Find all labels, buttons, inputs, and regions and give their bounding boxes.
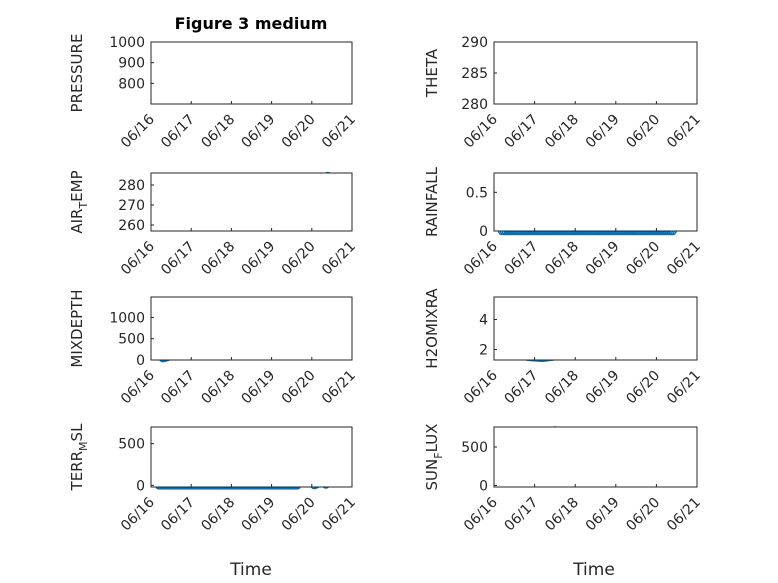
y-axis-label: THETA <box>423 48 441 98</box>
x-tick-label: 06/17 <box>158 368 198 408</box>
x-tick-label: 06/17 <box>502 368 542 408</box>
y-tick-label: 285 <box>461 66 488 82</box>
subplot-1: 800 900 1000 06/16 06/17 06/18 06/19 06/20 06/21… <box>68 34 359 152</box>
x-tick-label: 06/19 <box>583 112 623 152</box>
axes-box <box>493 172 698 232</box>
x-tick-label: 06/19 <box>239 239 279 279</box>
axes-box <box>150 41 353 105</box>
x-tick-label: 06/21 <box>319 368 359 408</box>
x-tick-label: 06/18 <box>542 495 582 535</box>
y-tick-label: 280 <box>118 178 145 194</box>
x-axis-label-left: Time <box>229 560 272 580</box>
subplot-8: 0 500 06/16 06/17 06/18 06/19 06/20 06/21 SUNFLU… <box>423 424 704 535</box>
x-tick-label: 06/18 <box>542 368 582 408</box>
x-tick-label: 06/19 <box>583 239 623 279</box>
x-tick-label: 06/16 <box>461 494 501 534</box>
x-tick-label: 06/18 <box>198 368 238 408</box>
y-axis-label: PRESSURE <box>68 34 86 113</box>
x-tick-label: 06/17 <box>502 495 542 535</box>
x-tick-label: 06/18 <box>198 112 238 152</box>
x-tick-label: 06/21 <box>319 239 359 279</box>
x-tick-label: 06/20 <box>279 495 319 535</box>
y-axis-label: MIXDEPTH <box>68 289 86 367</box>
x-axis-label-right: Time <box>572 560 615 580</box>
y-axis-label: AIRTEMP <box>68 170 90 233</box>
x-tick-label: 06/20 <box>623 495 663 535</box>
axes-box <box>493 426 698 488</box>
y-tick-label: 500 <box>118 437 145 453</box>
x-tick-label: 06/18 <box>542 112 582 152</box>
x-tick-label: 06/16 <box>118 494 158 534</box>
x-tick-label: 06/19 <box>239 112 279 152</box>
x-tick-label: 06/20 <box>279 368 319 408</box>
y-tick-label: 0 <box>136 478 145 494</box>
y-tick-label: 0.5 <box>466 185 488 201</box>
y-tick-label: 500 <box>461 440 488 456</box>
figure-title: Figure 3 medium <box>175 14 328 33</box>
y-tick-label: 1000 <box>109 35 145 51</box>
x-tick-label: 06/20 <box>623 368 663 408</box>
y-tick-label: 2 <box>479 343 488 359</box>
x-tick-label: 06/20 <box>623 112 663 152</box>
y-axis-label: SUNFLUX <box>423 424 445 491</box>
x-tick-label: 06/19 <box>239 495 279 535</box>
axes-box <box>150 172 353 232</box>
y-tick-label: 4 <box>479 313 488 329</box>
x-tick-label: 06/18 <box>198 495 238 535</box>
x-tick-label: 06/16 <box>118 367 158 407</box>
subplot-7: 0 500 06/16 06/17 06/18 06/19 06/20 06/21 TERRMS… <box>68 423 359 534</box>
x-tick-label: 06/19 <box>583 495 623 535</box>
x-tick-label: 06/16 <box>461 367 501 407</box>
x-tick-label: 06/16 <box>118 238 158 278</box>
x-tick-label: 06/21 <box>319 495 359 535</box>
y-axis-label: RAINFALL <box>423 166 441 237</box>
x-tick-label: 06/20 <box>279 112 319 152</box>
y-tick-label: 290 <box>461 35 488 51</box>
y-tick-label: 0 <box>136 353 145 369</box>
y-axis-label: H2OMIXRA <box>423 288 441 369</box>
subplot-4: 0 0.5 06/16 06/17 06/18 06/19 06/20 06/21 RAINFA… <box>423 166 704 278</box>
x-tick-label: 06/21 <box>664 495 704 535</box>
x-tick-label: 06/19 <box>239 368 279 408</box>
x-tick-label: 06/17 <box>158 495 198 535</box>
x-tick-label: 06/17 <box>158 239 198 279</box>
x-tick-label: 06/21 <box>664 239 704 279</box>
x-tick-label: 06/17 <box>158 112 198 152</box>
x-tick-label: 06/17 <box>502 112 542 152</box>
x-tick-label: 06/21 <box>319 112 359 152</box>
y-tick-label: 500 <box>118 332 145 348</box>
x-tick-label: 06/21 <box>664 368 704 408</box>
x-tick-label: 06/16 <box>118 111 158 151</box>
y-tick-label: 800 <box>118 76 145 92</box>
y-axis-label: TERRMSL <box>68 423 90 492</box>
x-tick-label: 06/20 <box>279 239 319 279</box>
subplot-2: 280 285 290 06/16 06/17 06/18 06/19 06/20 06/21 T… <box>423 35 704 151</box>
y-tick-label: 1000 <box>109 310 145 326</box>
x-tick-label: 06/17 <box>502 239 542 279</box>
subplot-3: 260 270 280 06/16 06/17 06/18 06/19 06/20 06/21 A… <box>68 170 359 278</box>
y-tick-label: 270 <box>118 198 145 214</box>
x-tick-label: 06/16 <box>461 111 501 151</box>
y-tick-label: 0 <box>479 224 488 240</box>
y-tick-label: 0 <box>479 478 488 494</box>
axes-box <box>150 296 353 361</box>
axes-box <box>493 41 698 105</box>
x-tick-label: 06/18 <box>198 239 238 279</box>
subplot-5: 0 500 1000 06/16 06/17 06/18 06/19 06/20 06/21 MI… <box>68 289 359 407</box>
y-tick-label: 280 <box>461 97 488 113</box>
subplot-6: 2 4 06/16 06/17 06/18 06/19 06/20 06/21 H2OMIXRA <box>423 288 704 408</box>
x-tick-label: 06/19 <box>583 368 623 408</box>
y-tick-label: 260 <box>118 218 145 234</box>
x-tick-label: 06/21 <box>664 112 704 152</box>
x-tick-label: 06/18 <box>542 239 582 279</box>
axes-box <box>493 296 698 361</box>
x-tick-label: 06/16 <box>461 238 501 278</box>
x-tick-label: 06/20 <box>623 239 663 279</box>
axes-box <box>150 426 353 488</box>
y-tick-label: 900 <box>118 56 145 72</box>
